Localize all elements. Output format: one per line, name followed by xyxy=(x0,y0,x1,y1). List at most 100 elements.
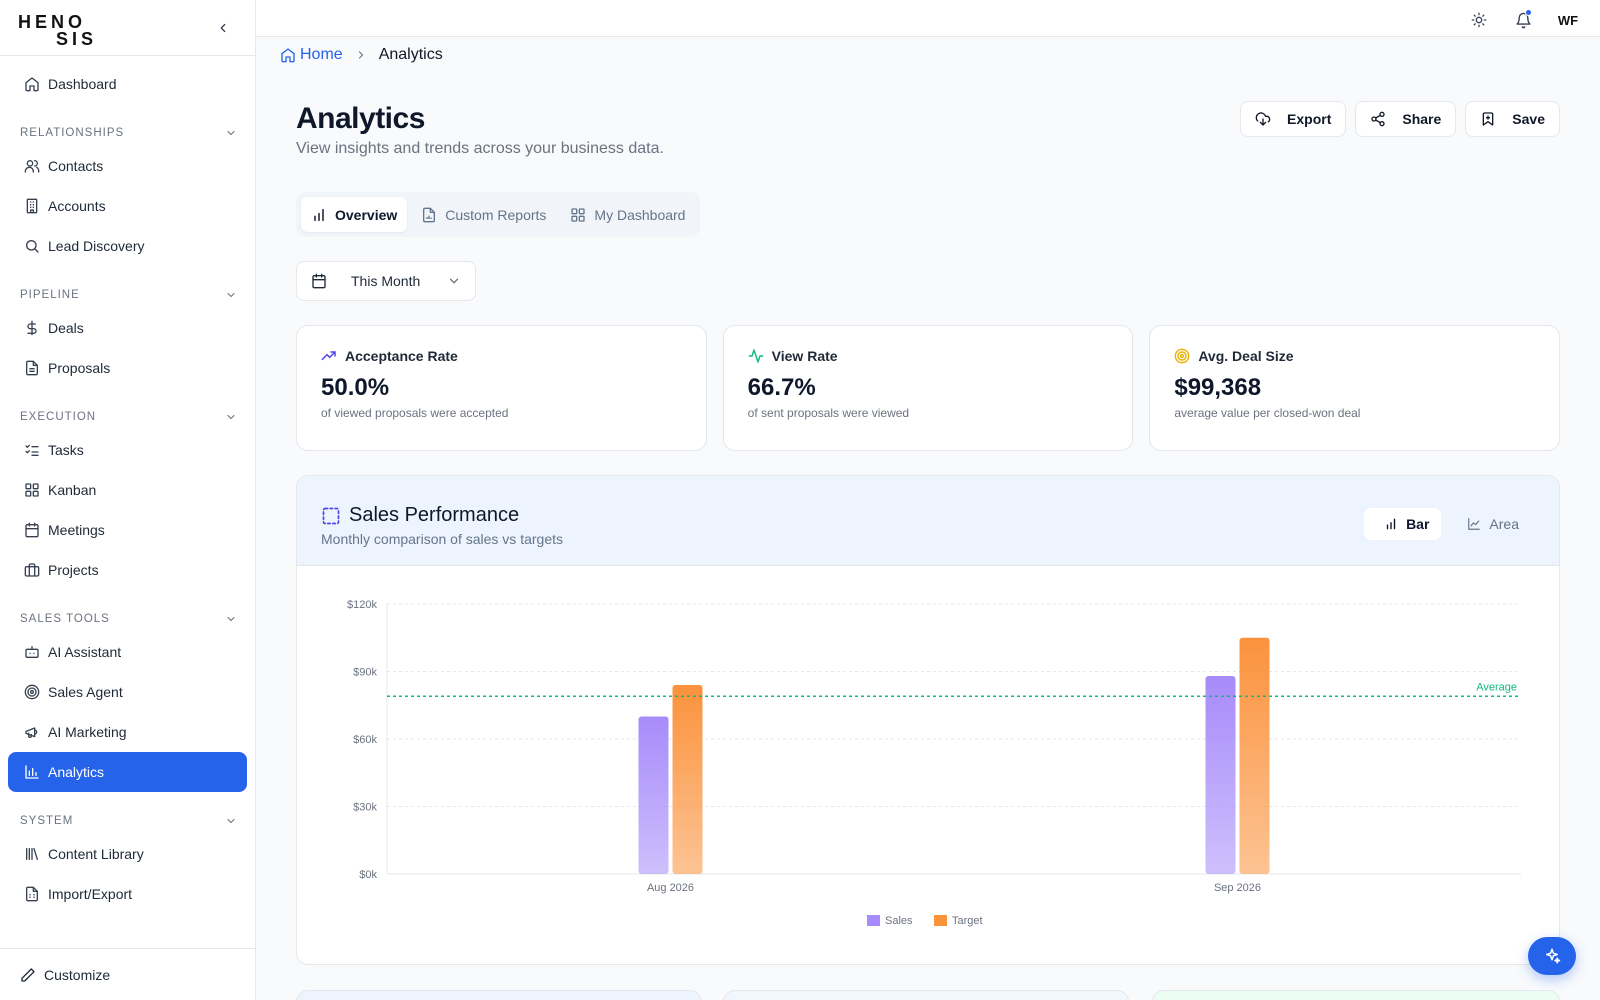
chart-type-label: Area xyxy=(1489,516,1519,532)
bot-icon xyxy=(24,644,40,660)
chevron-down-icon xyxy=(227,292,235,298)
file-chart-icon xyxy=(421,207,437,223)
y-tick-label: $120k xyxy=(347,599,377,611)
sidebar-item-label: Lead Discovery xyxy=(48,238,145,254)
save-button[interactable]: Save xyxy=(1465,101,1560,137)
tab-my-dashboard[interactable]: My Dashboard xyxy=(560,197,695,232)
logo-line2: SIS xyxy=(56,28,98,49)
kpi-note: of sent proposals were viewed xyxy=(747,406,910,420)
sidebar-item-label: Content Library xyxy=(48,846,144,862)
export-button[interactable]: Export xyxy=(1240,101,1347,137)
tab-custom-reports[interactable]: Custom Reports xyxy=(411,197,556,232)
sun-icon xyxy=(1471,12,1487,28)
sidebar-item-deals[interactable]: Deals xyxy=(8,308,247,348)
sidebar-item-sales-agent[interactable]: Sales Agent xyxy=(8,672,247,712)
notification-dot xyxy=(1525,9,1532,16)
avatar[interactable]: WF xyxy=(1557,12,1579,28)
breadcrumb-home-label: Home xyxy=(300,46,343,63)
section-pipeline[interactable]: PIPELINE xyxy=(0,282,255,308)
x-tick-label: Aug 2026 xyxy=(647,882,694,894)
share-icon xyxy=(1370,111,1386,127)
section-label: EXECUTION xyxy=(20,411,97,423)
date-range-value: This Month xyxy=(351,273,421,289)
date-range-select[interactable]: This Month xyxy=(296,261,476,301)
sidebar-item-tasks[interactable]: Tasks xyxy=(8,430,247,470)
chevron-down-icon xyxy=(227,616,235,622)
average-label: Average xyxy=(1476,681,1517,693)
chart-header: Sales Performance Monthly comparison of … xyxy=(297,476,1559,566)
kpi-label: Avg. Deal Size xyxy=(1198,348,1294,364)
kpi-header: Acceptance Rate xyxy=(321,348,682,364)
sidebar-item-lead-discovery[interactable]: Lead Discovery xyxy=(8,226,247,266)
chart-type-area-button[interactable]: Area xyxy=(1447,508,1531,540)
chevron-down-icon xyxy=(227,414,235,420)
topbar-actions: WF xyxy=(1466,6,1582,34)
x-tick-label: Sep 2026 xyxy=(1214,882,1261,894)
chart-type-bar-button[interactable]: Bar xyxy=(1364,508,1442,540)
sidebar-item-content-library[interactable]: Content Library xyxy=(8,834,247,874)
sidebar-item-analytics[interactable]: Analytics xyxy=(8,752,247,792)
sidebar-header: HENO SIS xyxy=(0,0,255,56)
users-icon xyxy=(24,158,40,174)
file-text-icon xyxy=(24,360,40,376)
bar-target xyxy=(1239,637,1270,874)
list-checks-icon xyxy=(24,442,40,458)
logo[interactable]: HENO SIS xyxy=(18,10,100,49)
sidebar-item-import-export[interactable]: Import/Export xyxy=(8,874,247,914)
ai-assist-fab[interactable] xyxy=(1528,937,1576,975)
pencil-icon xyxy=(20,967,36,983)
kpi-label: View Rate xyxy=(771,348,838,364)
sidebar-item-ai-marketing[interactable]: AI Marketing xyxy=(8,712,247,752)
target-icon xyxy=(1174,348,1190,364)
kpi-note: average value per closed-won deal xyxy=(1174,406,1361,420)
y-tick-label: $0k xyxy=(359,869,377,881)
section-relationships[interactable]: RELATIONSHIPS xyxy=(0,120,255,146)
sidebar-item-dashboard[interactable]: Dashboard xyxy=(8,64,247,104)
section-sales-tools[interactable]: SALES TOOLS xyxy=(0,606,255,632)
tab-label: My Dashboard xyxy=(594,206,686,223)
customize-label: Customize xyxy=(44,966,111,983)
sparkles-icon xyxy=(1546,948,1561,964)
share-button[interactable]: Share xyxy=(1355,101,1457,137)
section-system[interactable]: SYSTEM xyxy=(0,808,255,834)
sidebar-item-projects[interactable]: Projects xyxy=(8,550,247,590)
sidebar-item-accounts[interactable]: Accounts xyxy=(8,186,247,226)
target-icon xyxy=(24,684,40,700)
theme-toggle-button[interactable] xyxy=(1466,7,1492,33)
tab-overview[interactable]: Overview xyxy=(301,197,408,232)
sidebar-item-label: Dashboard xyxy=(48,76,117,92)
chevron-down-icon xyxy=(447,274,461,288)
customize-button[interactable]: Customize xyxy=(0,948,255,1000)
chart-title: Sales Performance xyxy=(349,504,520,526)
chart-select-icon xyxy=(321,506,341,526)
kpi-note: of viewed proposals were accepted xyxy=(321,406,509,420)
home-icon xyxy=(24,76,40,92)
kpi-card-view-rate: View Rate 66.7% of sent proposals were v… xyxy=(722,325,1134,451)
card-peek-2 xyxy=(723,990,1129,1000)
kpi-cards: Acceptance Rate 50.0% of viewed proposal… xyxy=(296,325,1561,451)
sidebar-item-ai-assistant[interactable]: AI Assistant xyxy=(8,632,247,672)
megaphone-icon xyxy=(24,724,40,740)
breadcrumb-home[interactable]: Home xyxy=(280,46,343,64)
sidebar-item-label: Meetings xyxy=(48,522,105,538)
sidebar-item-label: Deals xyxy=(48,320,84,336)
collapse-sidebar-button[interactable] xyxy=(211,16,235,40)
calendar-icon xyxy=(24,522,40,538)
sidebar-item-kanban[interactable]: Kanban xyxy=(8,470,247,510)
legend-swatch xyxy=(867,915,880,926)
grid-icon xyxy=(24,482,40,498)
sidebar-item-label: Accounts xyxy=(48,198,106,214)
sidebar-item-contacts[interactable]: Contacts xyxy=(8,146,247,186)
chart-type-toggle: Bar Area xyxy=(1364,508,1531,540)
sidebar-item-proposals[interactable]: Proposals xyxy=(8,348,247,388)
legend-label: Target xyxy=(952,915,983,927)
dollar-icon xyxy=(24,320,40,336)
section-label: PIPELINE xyxy=(20,289,80,301)
sidebar-item-meetings[interactable]: Meetings xyxy=(8,510,247,550)
section-execution[interactable]: EXECUTION xyxy=(0,404,255,430)
sidebar-item-label: Projects xyxy=(48,562,99,578)
notifications-button[interactable] xyxy=(1510,7,1536,33)
y-tick-label: $90k xyxy=(353,667,377,679)
cloud-download-icon xyxy=(1255,111,1271,127)
bar-chart-icon xyxy=(24,764,40,780)
